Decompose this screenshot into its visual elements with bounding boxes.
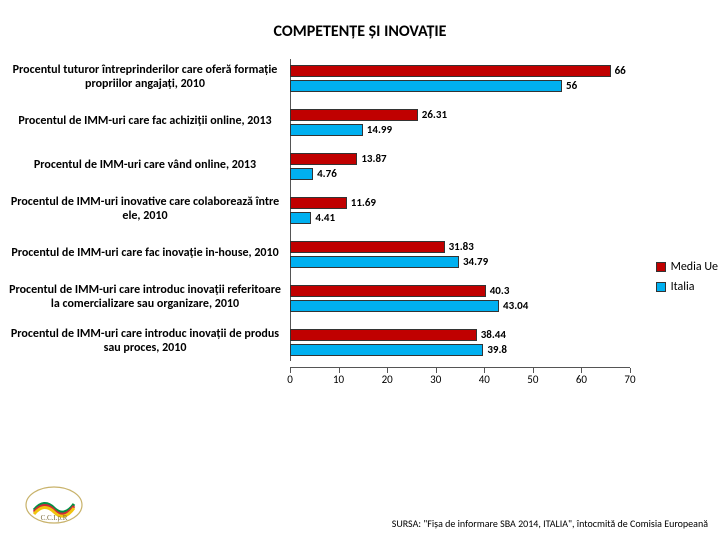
bars-cell: 31.83 34.79 <box>290 235 630 273</box>
bar-value: 40.3 <box>490 284 510 297</box>
bars-cell: 11.69 4.41 <box>290 191 630 229</box>
bar-value: 56 <box>566 79 577 92</box>
x-axis: 010203040506070 <box>290 367 630 385</box>
legend-item: Media Ue <box>656 260 718 274</box>
bar-wrap: 66 <box>290 64 630 77</box>
axis-tick-label: 0 <box>287 373 293 386</box>
category-label: Procentul de IMM-uri care fac achiziții … <box>0 113 290 131</box>
category-label: Procentul de IMM-uri care introduc inova… <box>0 282 290 314</box>
bar <box>290 285 486 297</box>
bar-value: 66 <box>615 64 626 77</box>
category-label: Procentul tuturor întreprinderilor care … <box>0 62 290 94</box>
bar <box>290 80 562 92</box>
bars-cell: 66 56 <box>290 59 630 97</box>
chart-area: Procentul tuturor întreprinderilor care … <box>0 59 720 385</box>
chart-row: Procentul de IMM-uri care fac inovație i… <box>0 235 720 273</box>
bar-wrap: 39.8 <box>290 343 630 356</box>
axis-tick-label: 60 <box>576 373 587 386</box>
bar-wrap: 40.3 <box>290 284 630 297</box>
bar <box>290 256 459 268</box>
bar-wrap: 31.83 <box>290 240 630 253</box>
axis-tick-label: 50 <box>527 373 538 386</box>
bar-value: 38.44 <box>481 328 506 341</box>
chart-row: Procentul de IMM-uri care fac achiziții … <box>0 103 720 141</box>
bar-value: 4.76 <box>317 167 337 180</box>
source-footer: SURSA: "Fișa de informare SBA 2014, ITAL… <box>392 517 708 530</box>
bar-value: 26.31 <box>422 108 447 121</box>
bars-cell: 40.3 43.04 <box>290 279 630 317</box>
bar-wrap: 56 <box>290 79 630 92</box>
bar <box>290 197 347 209</box>
bar-wrap: 34.79 <box>290 255 630 268</box>
bar <box>290 329 477 341</box>
legend-label: Media Ue <box>671 260 718 274</box>
legend: Media Ue Italia <box>656 260 718 300</box>
bar-value: 4.41 <box>315 211 335 224</box>
bar-wrap: 26.31 <box>290 108 630 121</box>
bar-value: 39.8 <box>487 343 507 356</box>
bar-value: 11.69 <box>351 196 376 209</box>
bar <box>290 344 483 356</box>
bars-cell: 26.31 14.99 <box>290 103 630 141</box>
bar <box>290 124 363 136</box>
legend-swatch <box>656 282 666 292</box>
legend-label: Italia <box>671 280 695 294</box>
axis-tick-label: 30 <box>430 373 441 386</box>
legend-item: Italia <box>656 280 718 294</box>
chart-row: Procentul tuturor întreprinderilor care … <box>0 59 720 97</box>
bar <box>290 300 499 312</box>
bar-value: 34.79 <box>463 255 488 268</box>
bar <box>290 153 357 165</box>
bars-cell: 13.87 4.76 <box>290 147 630 185</box>
chart-row: Procentul de IMM-uri care vând online, 2… <box>0 147 720 185</box>
axis-tick-label: 10 <box>333 373 344 386</box>
category-label: Procentul de IMM-uri care vând online, 2… <box>0 157 290 175</box>
bar-wrap: 13.87 <box>290 152 630 165</box>
bar-wrap: 14.99 <box>290 123 630 136</box>
bar-wrap: 43.04 <box>290 299 630 312</box>
plot-container: Procentul tuturor întreprinderilor care … <box>0 59 720 361</box>
bar-wrap: 38.44 <box>290 328 630 341</box>
chart-row: Procentul de IMM-uri care introduc inova… <box>0 279 720 317</box>
logo: C.C.I.p.R <box>24 484 84 526</box>
category-label: Procentul de IMM-uri inovative care cola… <box>0 194 290 226</box>
axis-tick-label: 70 <box>624 373 635 386</box>
bar-wrap: 11.69 <box>290 196 630 209</box>
bar-wrap: 4.41 <box>290 211 630 224</box>
bar <box>290 212 311 224</box>
bar <box>290 109 418 121</box>
bar-value: 13.87 <box>361 152 386 165</box>
bar-wrap: 4.76 <box>290 167 630 180</box>
axis-tick-label: 20 <box>382 373 393 386</box>
bar-value: 14.99 <box>367 123 392 136</box>
chart-row: Procentul de IMM-uri inovative care cola… <box>0 191 720 229</box>
category-label: Procentul de IMM-uri care introduc inova… <box>0 326 290 358</box>
legend-swatch <box>656 262 666 272</box>
chart-row: Procentul de IMM-uri care introduc inova… <box>0 323 720 361</box>
bar-value: 31.83 <box>449 240 474 253</box>
category-label: Procentul de IMM-uri care fac inovație i… <box>0 245 290 263</box>
bar <box>290 65 611 77</box>
bar <box>290 241 445 253</box>
chart-title: COMPETENȚE ȘI INOVAȚIE <box>0 0 720 59</box>
bar-value: 43.04 <box>503 299 528 312</box>
bar <box>290 168 313 180</box>
bars-cell: 38.44 39.8 <box>290 323 630 361</box>
svg-text:C.C.I.p.R: C.C.I.p.R <box>41 514 68 522</box>
axis-tick-label: 40 <box>479 373 490 386</box>
